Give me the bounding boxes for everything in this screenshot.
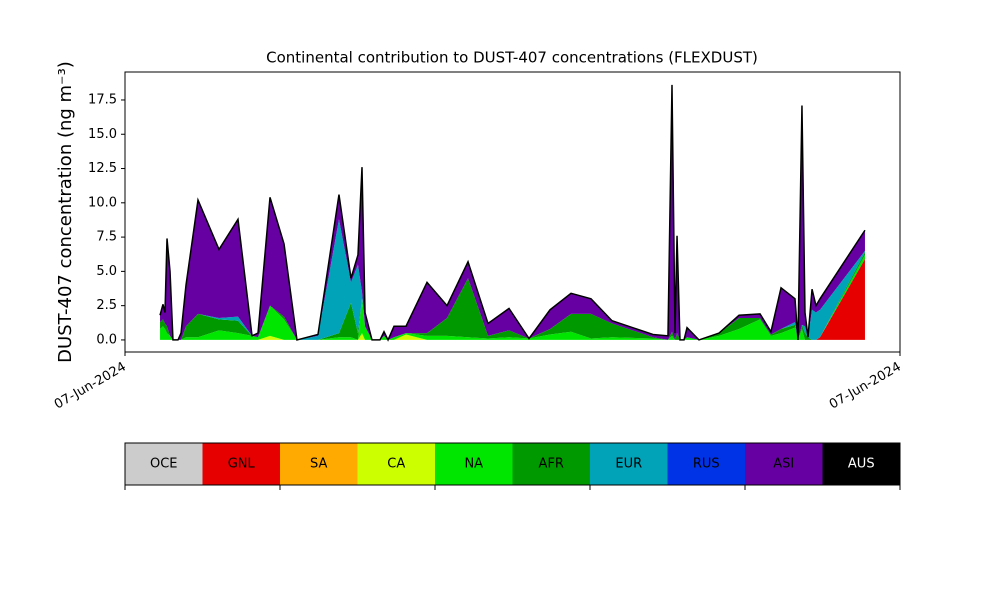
colorbar-cell bbox=[357, 443, 435, 485]
area bbox=[160, 219, 865, 340]
colorbar-label: GNL bbox=[228, 457, 256, 472]
area bbox=[160, 84, 865, 340]
colorbar-label: OCE bbox=[150, 457, 178, 472]
total-outline bbox=[159, 84, 866, 342]
colorbar-cell bbox=[435, 443, 513, 485]
x-tick-label: 07-Jun-2024 bbox=[827, 360, 904, 413]
colorbar-cell bbox=[822, 443, 900, 485]
colorbar-label: EUR bbox=[615, 457, 642, 472]
y-tick-label: 17.5 bbox=[88, 92, 117, 107]
y-tick-label: 10.0 bbox=[88, 195, 117, 210]
plot-frame bbox=[124, 71, 901, 353]
colorbar-label: AUS bbox=[848, 457, 875, 472]
colorbar-label: AFR bbox=[539, 457, 564, 472]
colorbar-frame bbox=[124, 442, 901, 486]
colorbar-cell bbox=[512, 443, 590, 485]
colorbar-cell bbox=[667, 443, 745, 485]
x-tick-label: 07-Jun-2024 bbox=[52, 360, 129, 413]
colorbar-cell bbox=[125, 443, 203, 485]
colorbar-label: NA bbox=[464, 457, 483, 472]
colorbar-ticks bbox=[124, 485, 901, 490]
y-tick-label: 12.5 bbox=[88, 161, 117, 176]
colorbar-label: CA bbox=[387, 457, 405, 472]
colorbar-label: SA bbox=[310, 457, 327, 472]
y-tick-label: 5.0 bbox=[96, 264, 117, 279]
area bbox=[160, 254, 865, 340]
y-tick-label: 0.0 bbox=[96, 332, 117, 347]
y-tick-label: 2.5 bbox=[96, 298, 117, 313]
colorbar-cell bbox=[202, 443, 280, 485]
colorbar-label: RUS bbox=[693, 457, 720, 472]
colorbar-cell bbox=[280, 443, 358, 485]
colorbar-cell bbox=[745, 443, 823, 485]
colorbar-label: ASI bbox=[773, 457, 794, 472]
chart-title: Continental contribution to DUST-407 con… bbox=[266, 49, 758, 67]
colorbar-cell bbox=[590, 443, 668, 485]
y-tick-label: 15.0 bbox=[88, 127, 117, 142]
y-tick-label: 7.5 bbox=[96, 230, 117, 245]
area bbox=[160, 252, 865, 340]
y-axis-label: DUST-407 concentration (ng m⁻³) bbox=[55, 61, 76, 363]
